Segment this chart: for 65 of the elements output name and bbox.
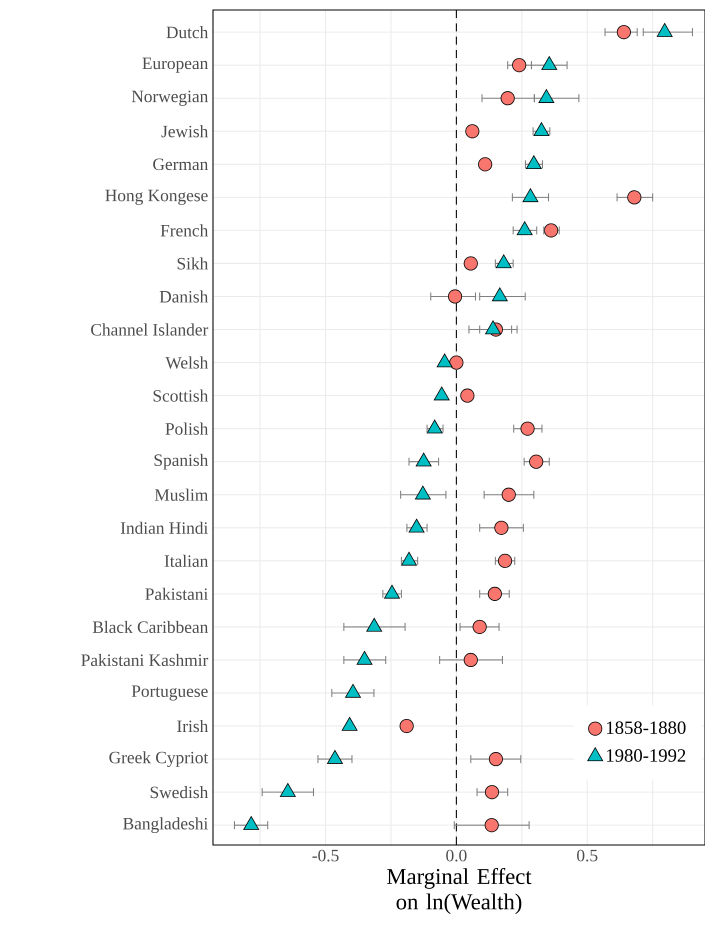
y-tick-label: Greek Cypriot <box>109 751 208 767</box>
y-tick-label: Pakistani <box>145 588 208 600</box>
point <box>485 320 501 334</box>
point <box>464 256 478 271</box>
point <box>327 750 343 764</box>
point <box>492 287 508 302</box>
y-tick-label: Welsh <box>165 356 208 369</box>
y-tick-label: Dutch <box>166 26 208 38</box>
legend-label: 1980-1992 <box>607 749 686 762</box>
y-tick-label: Polish <box>165 422 208 435</box>
point <box>627 190 642 204</box>
y-tick-label: Black Caribbean <box>92 620 208 634</box>
point <box>616 25 631 40</box>
x-axis-title: Marginal Effect on ln(Wealth) <box>387 868 532 914</box>
point <box>538 89 554 103</box>
point <box>534 122 550 136</box>
y-tick-label: Indian Hindi <box>120 522 208 534</box>
y-tick-label: German <box>153 158 208 170</box>
y-tick-label: European <box>142 58 208 73</box>
point <box>408 518 425 533</box>
legend-label: 1858-1880 <box>607 721 686 734</box>
y-tick-label: Channel Islander <box>91 323 208 336</box>
y-tick-label: Spanish <box>154 454 208 470</box>
y-tick-label: Muslim <box>154 488 208 501</box>
point <box>516 221 533 236</box>
y-tick-label: Pakistani Kashmir <box>81 654 208 666</box>
point <box>478 157 492 172</box>
point <box>384 584 400 599</box>
y-tick-label: Italian <box>164 554 208 567</box>
y-tick-label: Hong Kongese <box>105 190 208 205</box>
point <box>526 155 542 170</box>
point <box>512 58 526 72</box>
point <box>436 354 453 368</box>
y-tick-label: Scottish <box>154 390 208 402</box>
point <box>465 124 480 138</box>
point <box>401 552 417 566</box>
point <box>522 188 538 202</box>
x-tick-label: -0.5 <box>312 850 339 862</box>
point <box>416 452 432 466</box>
y-tick-label: Jewish <box>161 125 208 138</box>
x-tick-label: 0.0 <box>446 850 467 862</box>
y-tick-label: Danish <box>160 290 208 303</box>
point <box>541 56 558 70</box>
point <box>500 91 515 106</box>
y-tick-label: Norwegian <box>132 90 208 106</box>
y-tick-label: French <box>160 224 208 236</box>
point <box>414 486 431 500</box>
y-tick-label: Swedish <box>150 786 208 798</box>
point <box>656 23 673 37</box>
y-tick-label: Bangladeshi <box>123 817 208 834</box>
point <box>345 684 361 698</box>
point <box>280 783 296 797</box>
point <box>434 386 450 400</box>
point <box>496 254 512 268</box>
x-tick-label: 0.5 <box>577 850 598 862</box>
y-tick-label: Portuguese <box>132 685 208 701</box>
point <box>366 618 382 632</box>
point <box>448 289 462 304</box>
point <box>342 716 358 731</box>
point <box>426 420 443 434</box>
point <box>544 223 558 238</box>
y-tick-label: Irish <box>177 720 208 732</box>
point <box>356 650 372 665</box>
point <box>243 816 260 830</box>
y-tick-label: Sikh <box>178 257 208 270</box>
